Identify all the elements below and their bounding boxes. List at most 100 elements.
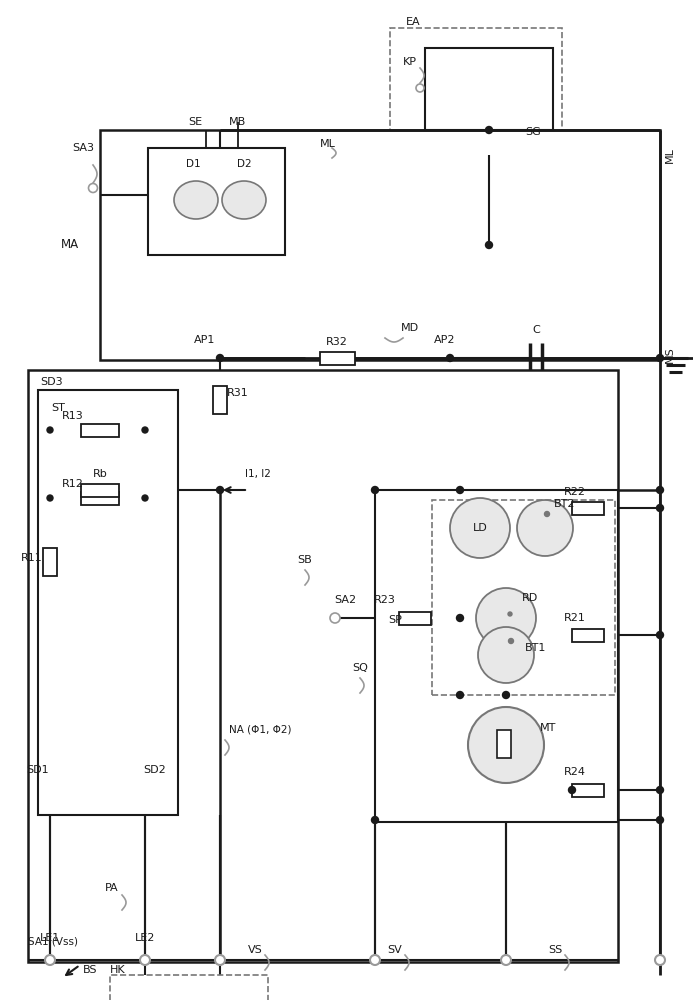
Circle shape (457, 614, 464, 621)
Text: SG: SG (525, 127, 541, 137)
Circle shape (142, 427, 148, 433)
Circle shape (501, 955, 511, 965)
Text: SD3: SD3 (41, 377, 63, 387)
Bar (319, 352, 355, 364)
Circle shape (656, 786, 663, 794)
Circle shape (446, 355, 453, 361)
Text: R31: R31 (227, 388, 249, 398)
Bar (81, 424, 119, 436)
Circle shape (47, 495, 53, 501)
Text: SE: SE (188, 117, 202, 127)
Text: R21: R21 (564, 613, 586, 623)
Circle shape (371, 816, 378, 824)
Text: SA1 (Vss): SA1 (Vss) (28, 937, 78, 947)
Circle shape (47, 427, 53, 433)
Text: LE2: LE2 (135, 933, 155, 943)
Text: MT: MT (540, 723, 556, 733)
Circle shape (457, 487, 464, 493)
Circle shape (478, 627, 534, 683)
Text: SA3: SA3 (72, 143, 94, 153)
Bar (432, 500, 615, 695)
Circle shape (656, 504, 663, 512)
Circle shape (45, 955, 55, 965)
Circle shape (215, 955, 225, 965)
Bar (399, 611, 431, 624)
Circle shape (330, 613, 340, 623)
Text: R11: R11 (21, 553, 43, 563)
Circle shape (89, 184, 98, 192)
Ellipse shape (174, 181, 218, 219)
Text: I1, I2: I1, I2 (245, 469, 271, 479)
Bar (497, 730, 511, 758)
Text: MB: MB (229, 117, 247, 127)
Circle shape (140, 955, 150, 965)
Circle shape (655, 955, 665, 965)
Text: LE1: LE1 (40, 933, 60, 943)
Bar (81, 484, 119, 496)
Circle shape (216, 487, 224, 493)
Text: SD1: SD1 (27, 765, 49, 775)
Circle shape (371, 487, 378, 493)
Circle shape (450, 498, 510, 558)
Text: VS: VS (247, 945, 263, 955)
Bar (148, 148, 285, 255)
Text: ML: ML (665, 147, 675, 163)
Text: SB: SB (297, 555, 313, 565)
Text: EA: EA (405, 17, 421, 27)
Bar (572, 629, 604, 642)
Bar (213, 386, 227, 414)
Text: SS: SS (548, 945, 562, 955)
Text: SP: SP (388, 615, 402, 625)
Text: HK: HK (110, 965, 126, 975)
Text: MS: MS (665, 347, 675, 363)
Circle shape (142, 495, 148, 501)
Text: D1: D1 (186, 159, 200, 169)
Text: NA (Φ1, Φ2): NA (Φ1, Φ2) (229, 725, 291, 735)
Text: SA2: SA2 (334, 595, 356, 605)
Circle shape (416, 84, 424, 92)
Circle shape (517, 500, 573, 556)
Circle shape (486, 241, 493, 248)
Bar (390, 28, 562, 140)
Bar (28, 370, 618, 962)
Text: C: C (532, 325, 540, 335)
Text: BT1: BT1 (525, 643, 547, 653)
Text: ML: ML (320, 139, 336, 149)
Bar (375, 490, 618, 822)
Bar (100, 130, 660, 360)
Circle shape (370, 955, 380, 965)
Circle shape (216, 355, 224, 361)
Circle shape (568, 786, 575, 794)
Text: BS: BS (82, 965, 97, 975)
Text: R22: R22 (564, 487, 586, 497)
Text: R24: R24 (564, 767, 586, 777)
Bar (572, 784, 604, 796)
Circle shape (502, 692, 509, 698)
Text: RD: RD (522, 593, 538, 603)
Text: D2: D2 (237, 159, 252, 169)
Circle shape (656, 632, 663, 639)
Text: R23: R23 (374, 595, 396, 605)
Bar (43, 548, 57, 576)
Text: AP1: AP1 (194, 335, 216, 345)
Text: BT2: BT2 (554, 499, 576, 509)
Ellipse shape (222, 181, 266, 219)
Bar (572, 502, 604, 514)
Circle shape (545, 512, 550, 516)
Circle shape (508, 612, 512, 616)
Text: Rb: Rb (93, 469, 107, 479)
Text: KP: KP (403, 57, 417, 67)
Text: PA: PA (105, 883, 119, 893)
Bar (110, 975, 268, 1000)
Text: R13: R13 (62, 411, 84, 421)
Circle shape (656, 355, 663, 361)
Bar (425, 48, 553, 130)
Text: SV: SV (387, 945, 403, 955)
Bar (38, 390, 178, 815)
Text: R32: R32 (326, 337, 348, 347)
Circle shape (656, 487, 663, 493)
Text: MD: MD (401, 323, 419, 333)
Text: SD2: SD2 (143, 765, 166, 775)
Circle shape (457, 692, 464, 698)
Text: ST: ST (51, 403, 65, 413)
